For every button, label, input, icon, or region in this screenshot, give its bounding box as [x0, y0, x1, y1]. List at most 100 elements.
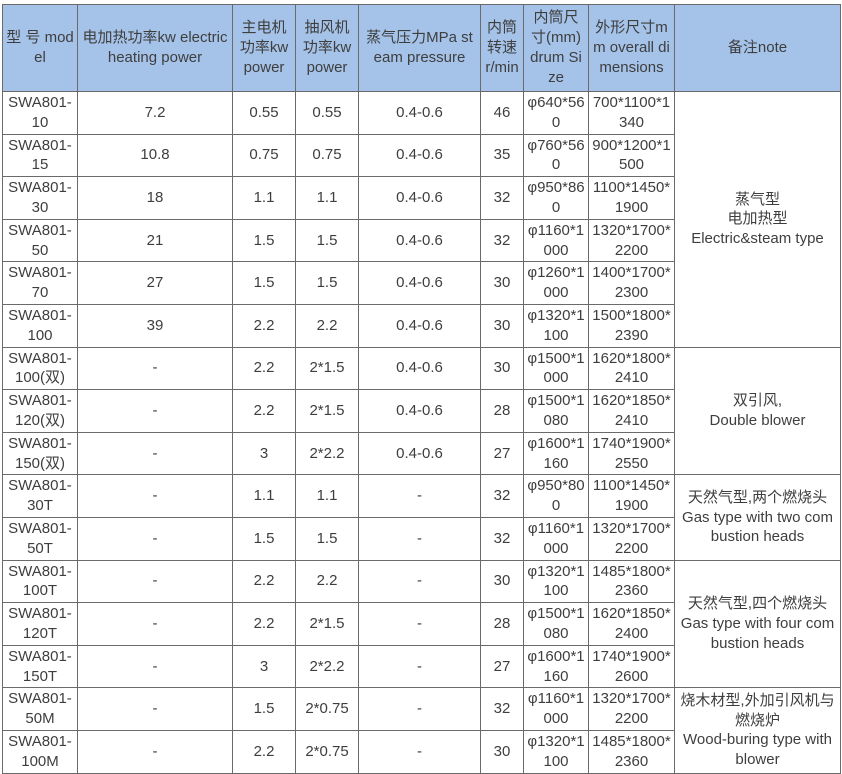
- cell-blower-motor: 0.55: [295, 91, 359, 135]
- cell-dims: 1740*1900*2550: [588, 431, 675, 476]
- cell-main-motor: 1.1: [232, 176, 296, 220]
- cell-steam: -: [358, 474, 481, 518]
- cell-steam: -: [358, 516, 481, 561]
- cell-speed: 27: [480, 644, 524, 689]
- cell-heating: -: [77, 644, 233, 689]
- cell-drum-size: φ1600*1160: [523, 431, 589, 476]
- cell-heating: -: [77, 516, 233, 561]
- product-spec-table: 型 号 model 电加热功率kw electric heating power 主…: [2, 4, 841, 774]
- cell-main-motor: 2.2: [232, 303, 296, 348]
- cell-model: SWA801-50M: [2, 687, 78, 731]
- header-row: 型 号 model 电加热功率kw electric heating power 主…: [2, 4, 841, 92]
- cell-heating: -: [77, 687, 233, 731]
- cell-main-motor: 1.5: [232, 687, 296, 731]
- cell-drum-size: φ1260*1000: [523, 261, 589, 305]
- cell-model: SWA801-15: [2, 133, 78, 178]
- cell-model: SWA801-120T: [2, 602, 78, 646]
- cell-drum-size: φ1160*1000: [523, 687, 589, 731]
- cell-blower-motor: 2*0.75: [295, 729, 359, 774]
- cell-heating: 10.8: [77, 133, 233, 178]
- cell-dims: 1620*1850*2400: [588, 602, 675, 646]
- cell-model: SWA801-100M: [2, 729, 78, 774]
- cell-blower-motor: 1.5: [295, 516, 359, 561]
- cell-blower-motor: 2*2.2: [295, 644, 359, 689]
- cell-heating: 27: [77, 261, 233, 305]
- cell-note: 烧木材型,外加引风机与燃烧炉 Wood-buring type with blo…: [674, 687, 841, 774]
- cell-heating: -: [77, 602, 233, 646]
- column-header-speed: 内筒转速r/min: [480, 4, 524, 92]
- cell-drum-size: φ760*560: [523, 133, 589, 178]
- cell-main-motor: 2.2: [232, 346, 296, 391]
- cell-drum-size: φ1500*1000: [523, 346, 589, 391]
- cell-heating: 18: [77, 176, 233, 220]
- cell-dims: 1320*1700*2200: [588, 218, 675, 263]
- cell-steam: -: [358, 559, 481, 604]
- cell-speed: 32: [480, 474, 524, 518]
- cell-blower-motor: 2*1.5: [295, 602, 359, 646]
- cell-blower-motor: 2.2: [295, 559, 359, 604]
- cell-blower-motor: 2*1.5: [295, 346, 359, 391]
- cell-steam: 0.4-0.6: [358, 431, 481, 476]
- cell-steam: 0.4-0.6: [358, 261, 481, 305]
- cell-steam: 0.4-0.6: [358, 133, 481, 178]
- table-row: SWA801-15 10.8 0.75 0.75 0.4-0.6 35 φ760*560 90…: [2, 133, 841, 178]
- cell-heating: -: [77, 474, 233, 518]
- cell-main-motor: 1.5: [232, 218, 296, 263]
- cell-model: SWA801-50T: [2, 516, 78, 561]
- cell-speed: 32: [480, 218, 524, 263]
- cell-dims: 1500*1800*2390: [588, 303, 675, 348]
- cell-main-motor: 2.2: [232, 602, 296, 646]
- cell-heating: 7.2: [77, 91, 233, 135]
- cell-heating: -: [77, 346, 233, 391]
- cell-dims: 1485*1800*2360: [588, 729, 675, 774]
- cell-blower-motor: 2*0.75: [295, 687, 359, 731]
- cell-steam: 0.4-0.6: [358, 346, 481, 391]
- cell-speed: 32: [480, 516, 524, 561]
- cell-main-motor: 2.2: [232, 559, 296, 604]
- table-row: SWA801-50 21 1.5 1.5 0.4-0.6 32 φ1160*1000 1320…: [2, 218, 841, 263]
- cell-speed: 32: [480, 687, 524, 731]
- cell-drum-size: φ950*860: [523, 176, 589, 220]
- cell-dims: 1320*1700*2200: [588, 687, 675, 731]
- cell-drum-size: φ1600*1160: [523, 644, 589, 689]
- cell-model: SWA801-100(双): [2, 346, 78, 391]
- cell-dims: 1620*1800*2410: [588, 346, 675, 391]
- cell-drum-size: φ1160*1000: [523, 516, 589, 561]
- cell-heating: -: [77, 389, 233, 433]
- column-header-note: 备注note: [674, 4, 841, 92]
- cell-steam: -: [358, 602, 481, 646]
- cell-dims: 700*1100*1340: [588, 91, 675, 135]
- cell-dims: 1620*1850*2410: [588, 389, 675, 433]
- cell-drum-size: φ1500*1080: [523, 602, 589, 646]
- cell-heating: 21: [77, 218, 233, 263]
- column-header-drum-size: 内筒尺寸(mm) drum Size: [523, 4, 589, 92]
- cell-model: SWA801-120(双): [2, 389, 78, 433]
- table-header: 型 号 model 电加热功率kw electric heating power 主…: [2, 4, 841, 92]
- cell-model: SWA801-100: [2, 303, 78, 348]
- cell-main-motor: 2.2: [232, 729, 296, 774]
- cell-note: 蒸气型 电加热型 Electric&steam type: [674, 91, 841, 348]
- cell-drum-size: φ640*560: [523, 91, 589, 135]
- column-header-steam: 蒸气压力MPa steam pressure: [358, 4, 481, 92]
- table-row: SWA801-120T -2.2 2*1.5-28 φ1500*1080 1620*18…: [2, 602, 841, 646]
- cell-model: SWA801-70: [2, 261, 78, 305]
- column-header-blower-motor: 抽风机功率kw power: [295, 4, 359, 92]
- cell-note: 双引风, Double blower: [674, 346, 841, 476]
- table-row: SWA801-10 7.2 0.55 0.55 0.4-0.6 46 φ640*560 700…: [2, 91, 841, 348]
- table-row: SWA801-30T -1.1 1.1-32 φ950*800 1100*1450*19…: [2, 474, 841, 561]
- cell-dims: 1485*1800*2360: [588, 559, 675, 604]
- cell-steam: 0.4-0.6: [358, 389, 481, 433]
- cell-steam: -: [358, 729, 481, 774]
- cell-blower-motor: 2*1.5: [295, 389, 359, 433]
- table-row: SWA801-120(双) -2.2 2*1.5 0.4-0.6 28 φ1500*108…: [2, 389, 841, 433]
- table-row: SWA801-50T -1.5 1.5-32 φ1160*1000 1320*1700*…: [2, 516, 841, 561]
- cell-model: SWA801-10: [2, 91, 78, 135]
- cell-drum-size: φ1320*1100: [523, 559, 589, 604]
- cell-heating: -: [77, 559, 233, 604]
- cell-speed: 30: [480, 346, 524, 391]
- cell-speed: 30: [480, 559, 524, 604]
- cell-dims: 1740*1900*2600: [588, 644, 675, 689]
- cell-main-motor: 1.5: [232, 261, 296, 305]
- cell-dims: 900*1200*1500: [588, 133, 675, 178]
- cell-main-motor: 2.2: [232, 389, 296, 433]
